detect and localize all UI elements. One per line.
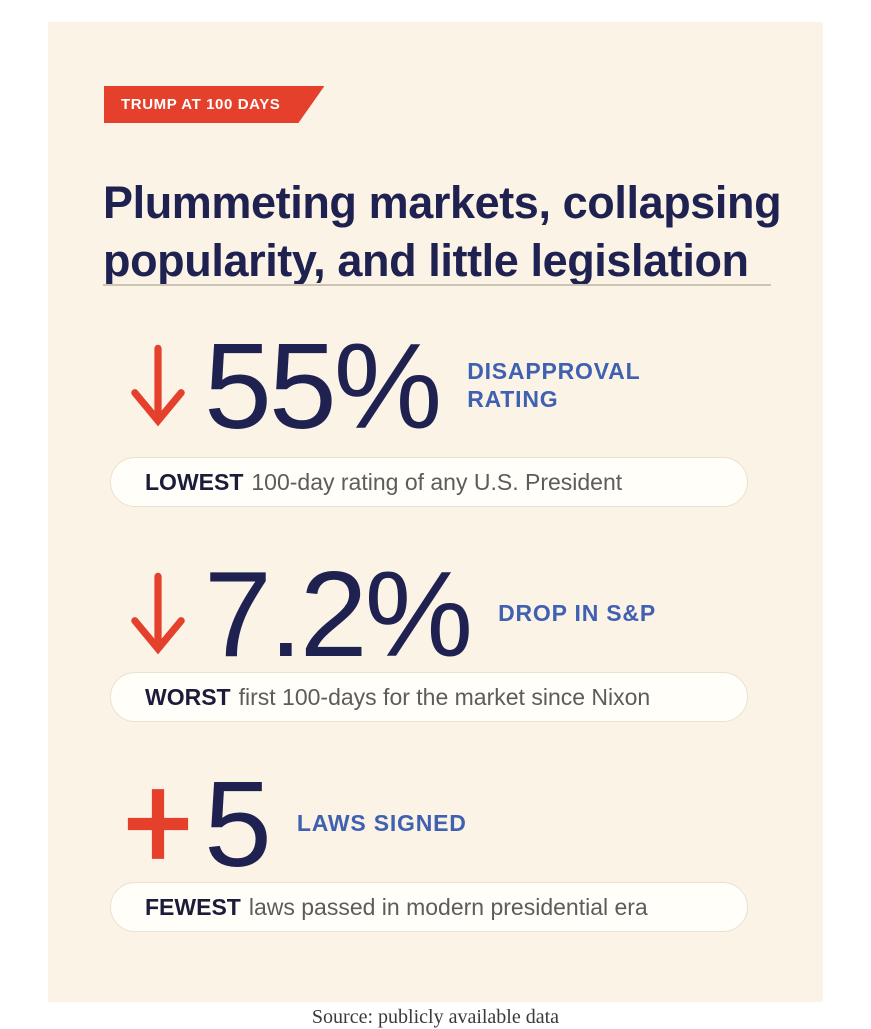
arrow-down-icon [126, 344, 190, 428]
page-title-line2: popularity, and little legislation [103, 235, 749, 287]
stat-row-disapproval: 55% DISAPPROVAL RATING [126, 318, 677, 454]
stat-note-keyword: LOWEST [145, 468, 244, 495]
stat-note-keyword: WORST [145, 683, 231, 710]
stat-row-sp-drop: 7.2% DROP IN S&P [126, 546, 656, 682]
stat-value: 55% [204, 318, 442, 454]
stat-note-pill: FEWEST laws passed in modern presidentia… [110, 882, 748, 932]
page-title-line1: Plummeting markets, collapsing [103, 177, 782, 229]
stat-row-laws-signed: 5 LAWS SIGNED [126, 763, 467, 885]
divider [103, 284, 771, 286]
stat-note-text: laws passed in modern presidential era [248, 893, 648, 920]
stat-note-text: first 100-days for the market since Nixo… [238, 683, 651, 710]
stat-label: LAWS SIGNED [296, 810, 467, 837]
page-title: Plummeting markets, collapsing popularit… [103, 174, 793, 290]
stat-value: 5 [204, 756, 272, 892]
kicker-badge: TRUMP AT 100 DAYS [104, 86, 324, 123]
source-caption-clipped: Source: publicly available data [311, 1006, 560, 1028]
stat-value: 7.2% [204, 546, 473, 682]
stat-note-pill: WORST first 100-days for the market sinc… [110, 672, 748, 722]
kicker-badge-label: TRUMP AT 100 DAYS [121, 96, 281, 113]
infographic-panel: TRUMP AT 100 DAYS Plummeting markets, co… [48, 22, 823, 1002]
stat-note-keyword: FEWEST [145, 893, 241, 920]
stat-note-pill: LOWEST 100-day rating of any U.S. Presid… [110, 457, 748, 507]
stat-label: DISAPPROVAL RATING [467, 358, 640, 412]
plus-icon [126, 786, 190, 862]
stat-note-text: 100-day rating of any U.S. President [251, 468, 623, 495]
arrow-down-icon [126, 572, 190, 656]
stat-label: DROP IN S&P [498, 600, 656, 627]
